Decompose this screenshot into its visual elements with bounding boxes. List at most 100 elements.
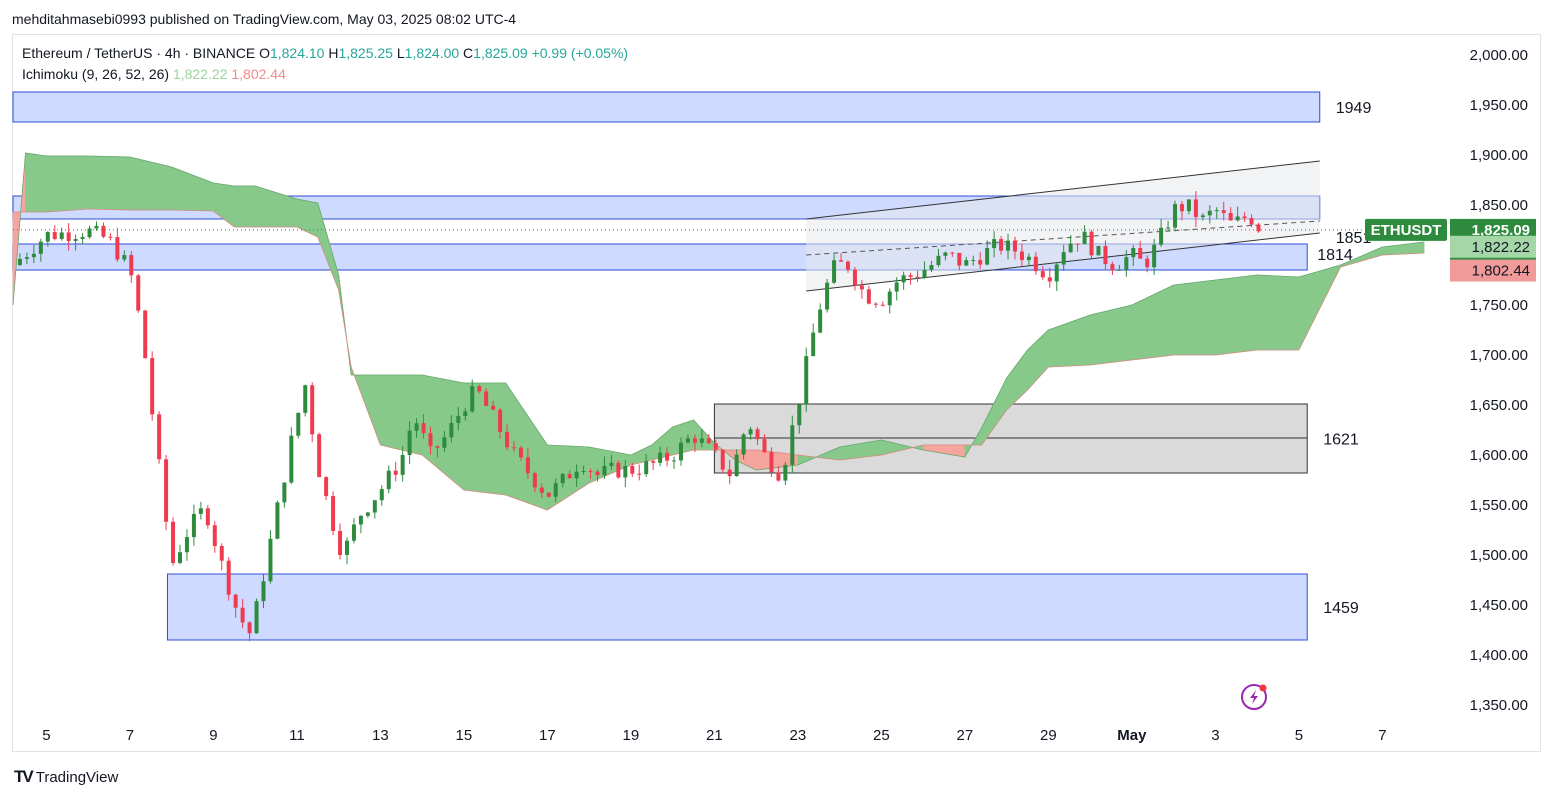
candle-up[interactable] [818, 309, 823, 333]
candle-up[interactable] [59, 232, 64, 239]
level-zone-1949[interactable] [12, 91, 1321, 123]
candle-down[interactable] [957, 252, 962, 266]
symbol-tag[interactable] [1365, 218, 1447, 241]
candle-down[interactable] [727, 469, 732, 477]
candle-down[interactable] [393, 470, 398, 475]
candle-down[interactable] [143, 310, 148, 359]
candle-down[interactable] [505, 431, 510, 448]
candle-down[interactable] [755, 429, 760, 440]
candle-up[interactable] [449, 422, 454, 438]
candle-down[interactable] [706, 438, 711, 444]
symbol-legend[interactable]: Ethereum / TetherUS · 4h · BINANCE O1,82… [22, 45, 628, 61]
candle-down[interactable] [567, 474, 572, 479]
candle-down[interactable] [532, 473, 537, 488]
candle-up[interactable] [414, 423, 419, 431]
candle-up[interactable] [560, 474, 565, 484]
candles[interactable] [17, 191, 1261, 642]
candle-down[interactable] [310, 385, 315, 435]
candle-down[interactable] [247, 622, 252, 634]
candle-up[interactable] [748, 429, 753, 435]
candle-up[interactable] [80, 237, 85, 240]
candle-up[interactable] [282, 482, 287, 503]
candle-up[interactable] [31, 253, 36, 258]
candle-down[interactable] [115, 237, 120, 260]
candle-up[interactable] [1186, 199, 1191, 212]
bolt-icon[interactable] [1241, 684, 1267, 710]
candle-up[interactable] [344, 540, 349, 555]
candle-up[interactable] [198, 508, 203, 514]
candle-down[interactable] [331, 496, 336, 531]
candle-up[interactable] [553, 483, 558, 497]
candle-up[interactable] [184, 537, 189, 553]
candle-down[interactable] [1179, 204, 1184, 212]
candle-up[interactable] [296, 412, 301, 436]
candle-down[interactable] [1019, 251, 1024, 261]
candle-up[interactable] [943, 252, 948, 256]
candle-down[interactable] [1047, 277, 1052, 282]
candle-up[interactable] [887, 291, 892, 306]
candle-down[interactable] [852, 269, 857, 286]
candle-down[interactable] [171, 521, 176, 563]
candle-up[interactable] [1207, 210, 1212, 216]
candle-down[interactable] [630, 465, 635, 474]
candle-down[interactable] [129, 255, 134, 276]
candle-up[interactable] [1200, 215, 1205, 218]
candle-up[interactable] [1082, 231, 1087, 245]
candle-up[interactable] [470, 386, 475, 412]
candle-up[interactable] [922, 269, 927, 278]
candle-down[interactable] [1145, 258, 1150, 268]
candle-down[interactable] [108, 236, 113, 238]
candle-up[interactable] [122, 255, 127, 260]
candle-down[interactable] [859, 285, 864, 290]
candle-up[interactable] [936, 255, 941, 266]
candle-up[interactable] [964, 260, 969, 266]
candle-down[interactable] [651, 461, 656, 463]
candle-down[interactable] [157, 414, 162, 460]
candle-down[interactable] [720, 449, 725, 470]
time-axis[interactable]: 5 7 9 11 13 15 17 19 21 23 25 27 29 May 3 5 7 [42, 727, 1386, 744]
level-zone-1459[interactable] [166, 573, 1308, 641]
candle-up[interactable] [1166, 227, 1171, 229]
candle-up[interactable] [699, 438, 704, 443]
candle-up[interactable] [17, 258, 22, 265]
candle-down[interactable] [665, 452, 670, 461]
candle-up[interactable] [832, 260, 837, 283]
candle-up[interactable] [38, 241, 43, 254]
candle-up[interactable] [73, 239, 78, 241]
channel-mid-line[interactable] [806, 220, 1320, 256]
candle-down[interactable] [1242, 216, 1247, 219]
candle-down[interactable] [588, 470, 593, 472]
candle-down[interactable] [978, 260, 983, 265]
candle-down[interactable] [150, 358, 155, 415]
candle-up[interactable] [685, 438, 690, 443]
candle-up[interactable] [644, 461, 649, 475]
candle-up[interactable] [894, 282, 899, 292]
candle-down[interactable] [595, 471, 600, 476]
candle-down[interactable] [518, 447, 523, 458]
candle-down[interactable] [845, 261, 850, 270]
candle-up[interactable] [678, 442, 683, 461]
candle-up[interactable] [1173, 204, 1178, 228]
candle-down[interactable] [477, 386, 482, 392]
candle-up[interactable] [1117, 269, 1122, 271]
candle-up[interactable] [456, 416, 461, 423]
candle-up[interactable] [658, 452, 663, 463]
candle-down[interactable] [219, 545, 224, 561]
candle-up[interactable] [1006, 240, 1011, 251]
candle-down[interactable] [101, 225, 106, 237]
candle-down[interactable] [1138, 248, 1143, 259]
candle-down[interactable] [66, 232, 71, 241]
candle-up[interactable] [971, 260, 976, 262]
candle-up[interactable] [442, 437, 447, 448]
candle-down[interactable] [713, 443, 718, 450]
chart-frame[interactable] [12, 34, 1541, 752]
candle-up[interactable] [609, 462, 614, 466]
candle-up[interactable] [372, 500, 377, 513]
candle-down[interactable] [233, 594, 238, 608]
candle-down[interactable] [317, 434, 322, 478]
candle-up[interactable] [790, 425, 795, 465]
candle-down[interactable] [1033, 256, 1038, 272]
candle-down[interactable] [839, 260, 844, 262]
candle-down[interactable] [511, 447, 516, 449]
candle-up[interactable] [623, 465, 628, 478]
